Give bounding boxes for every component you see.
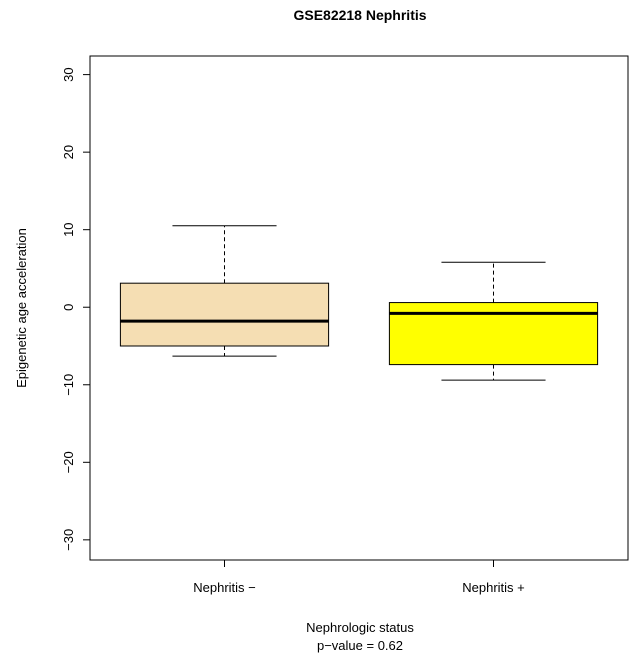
y-tick-label: 30	[61, 67, 76, 81]
y-tick-label: −30	[61, 529, 76, 551]
x-tick-label: Nephritis +	[462, 580, 525, 595]
y-tick-label: 0	[61, 304, 76, 311]
y-tick-label: −20	[61, 451, 76, 473]
subtitle: p−value = 0.62	[317, 638, 403, 653]
y-tick-label: −10	[61, 374, 76, 396]
y-axis-label: Epigenetic age acceleration	[14, 228, 29, 388]
y-tick-label: 20	[61, 145, 76, 159]
x-axis-label: Nephrologic status	[306, 620, 414, 635]
box	[388, 302, 599, 366]
plot-frame	[89, 55, 629, 561]
x-tick-label: Nephritis −	[193, 580, 256, 595]
box	[119, 282, 330, 347]
chart-title: GSE82218 Nephritis	[293, 7, 426, 23]
y-tick-label: 10	[61, 222, 76, 236]
